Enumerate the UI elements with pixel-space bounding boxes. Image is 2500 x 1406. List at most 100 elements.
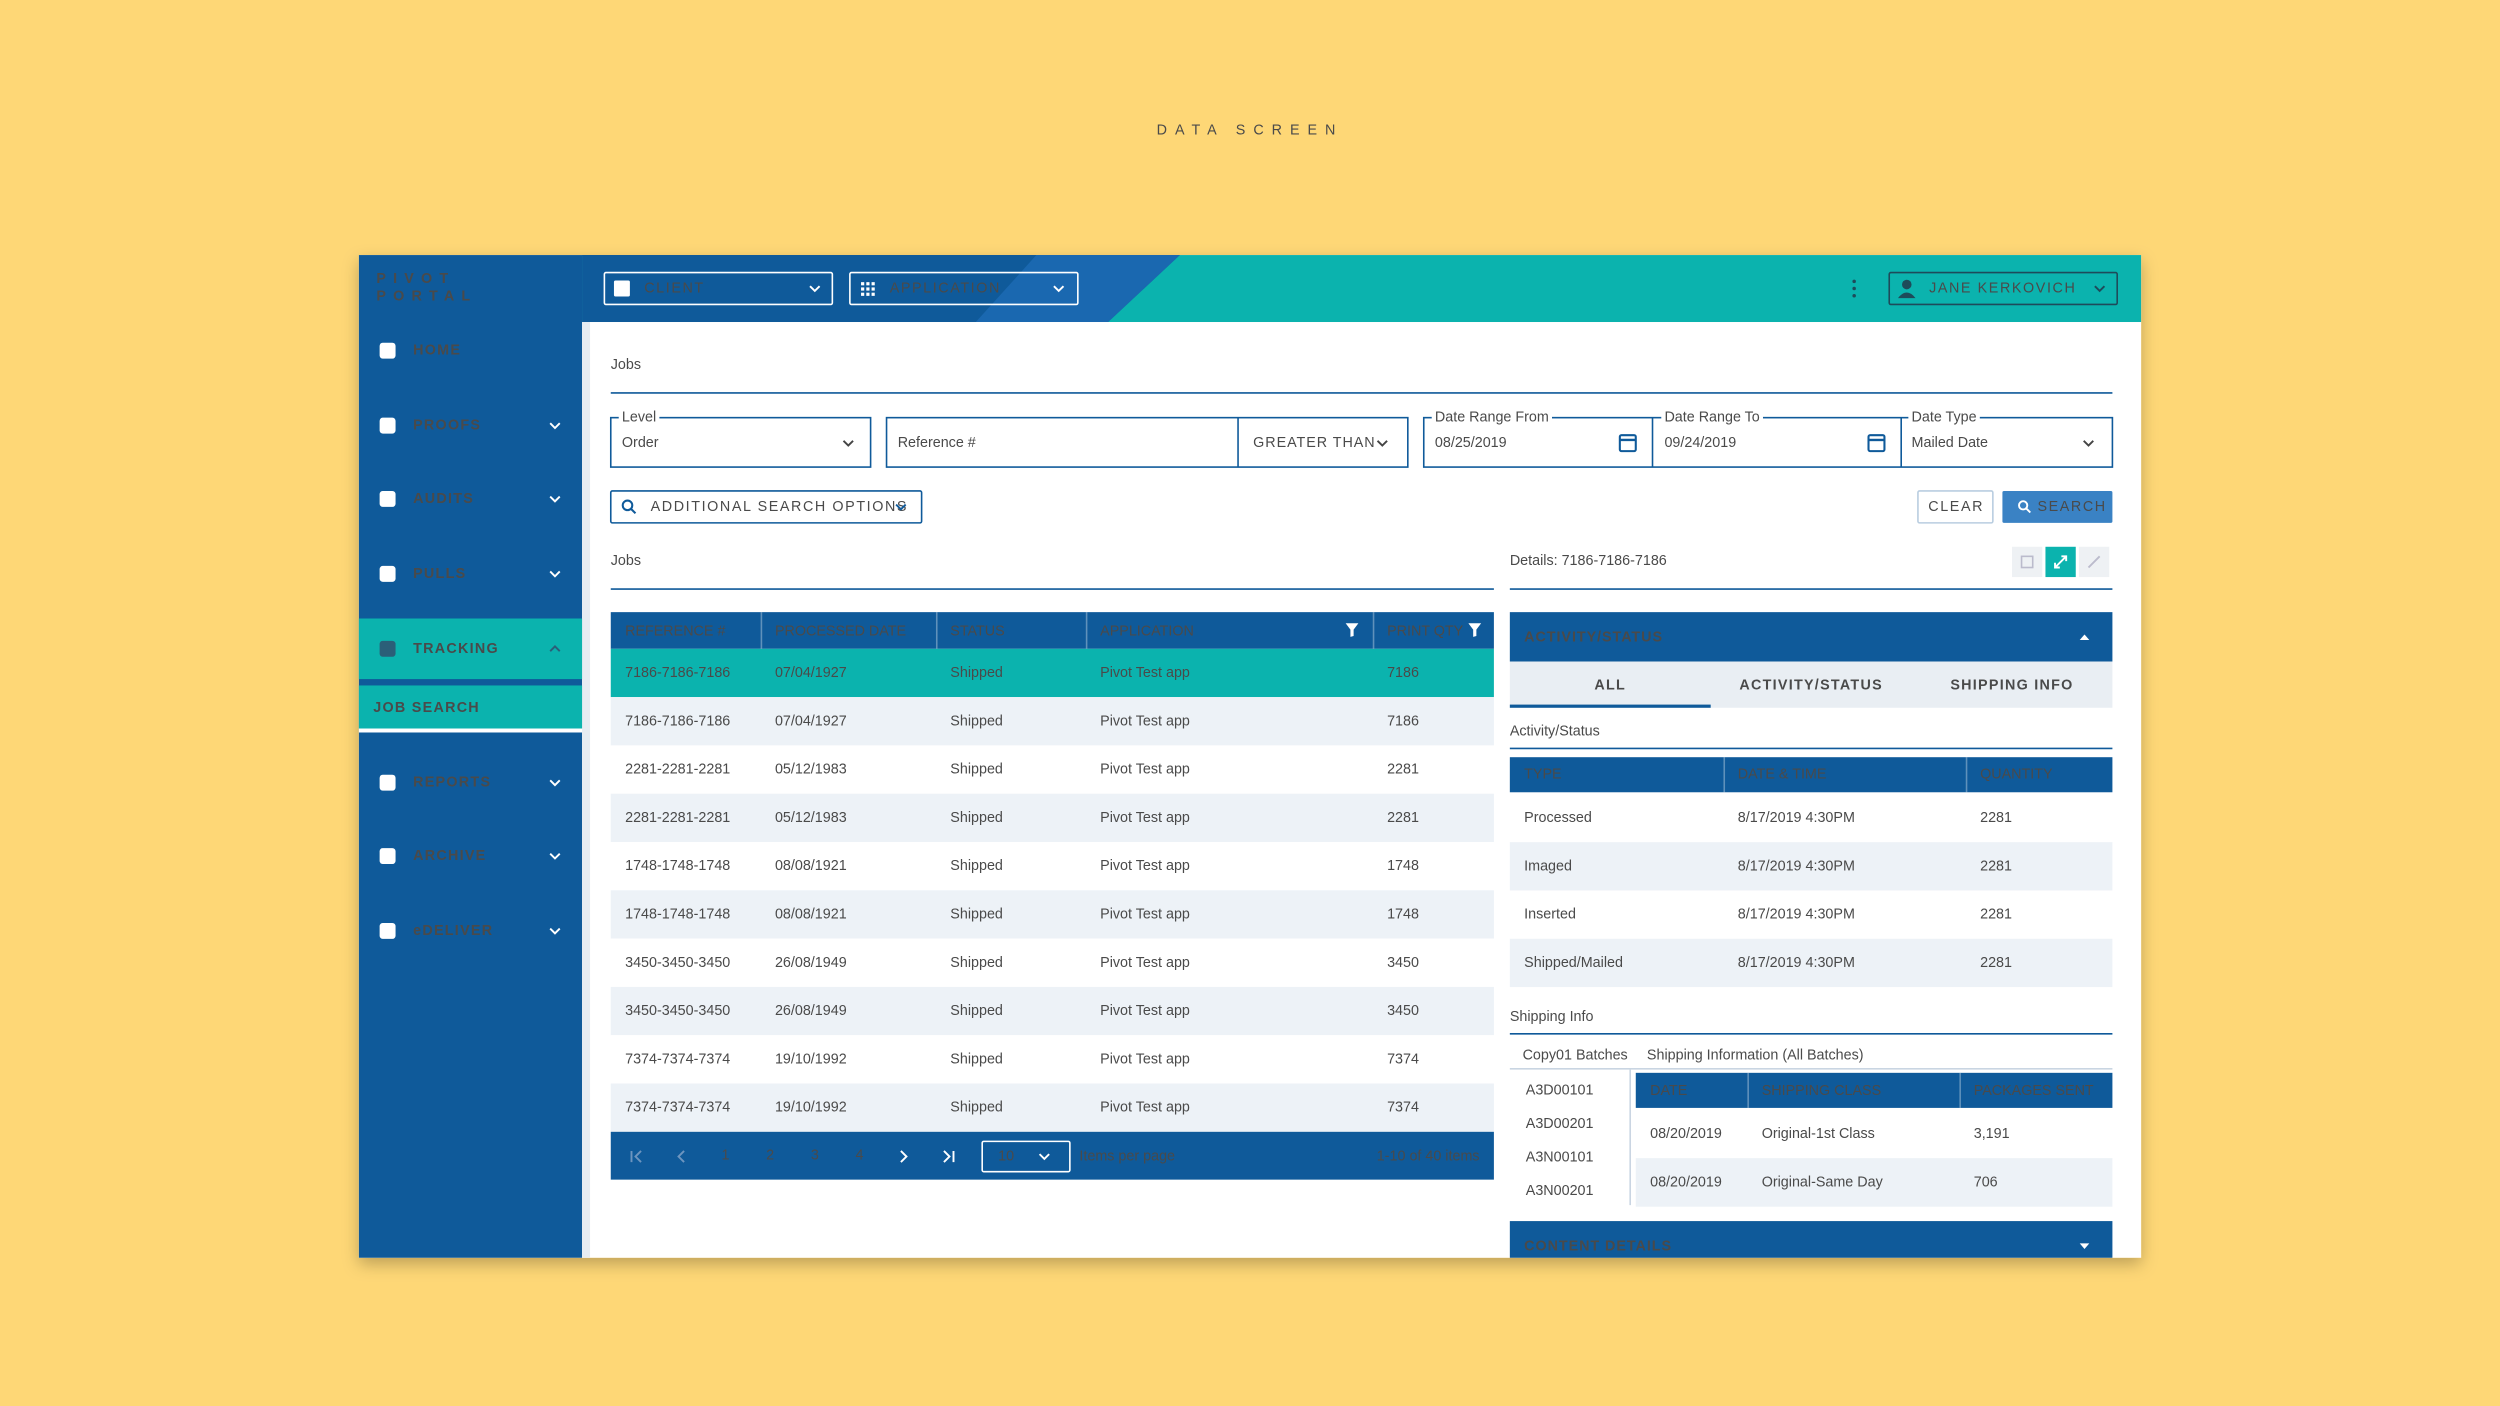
batch[interactable]: A3N00201 <box>1526 1183 1594 1199</box>
search-button[interactable] <box>2002 490 2113 523</box>
additional-options[interactable] <box>609 490 923 524</box>
table-cell[interactable]: 1748-1748-1748 <box>625 858 730 874</box>
table-cell[interactable]: 7374-7374-7374 <box>625 1051 730 1067</box>
table-cell: Shipped/Mailed <box>1524 955 1623 971</box>
nav-item[interactable]: ARCHIVE <box>413 848 486 864</box>
user-select[interactable] <box>1888 271 2118 306</box>
table-cell[interactable]: 7186-7186-7186 <box>625 713 730 729</box>
view-icon <box>2054 555 2068 569</box>
table-row[interactable] <box>610 1083 1494 1132</box>
section-title: Jobs <box>611 553 641 569</box>
table-cell: 05/12/1983 <box>775 762 847 778</box>
reference-field[interactable] <box>885 416 1409 468</box>
nav-item[interactable]: TRACKING <box>413 641 499 657</box>
page-number[interactable]: 3 <box>811 1148 819 1164</box>
chevron <box>549 779 561 787</box>
page-prev[interactable] <box>677 1150 685 1163</box>
table-cell: Pivot Test app <box>1100 906 1190 922</box>
chevron <box>2094 285 2106 293</box>
table-header <box>610 612 1494 649</box>
column-header[interactable]: REFERENCE # <box>625 623 725 639</box>
table-row[interactable] <box>610 842 1494 891</box>
table-row[interactable] <box>610 648 1494 698</box>
tab-underline <box>1509 704 1711 708</box>
additional-label: ADDITIONAL SEARCH OPTIONS <box>651 499 908 515</box>
page-number[interactable]: 1 <box>722 1148 730 1164</box>
nav-item[interactable]: PROOFS <box>413 418 481 434</box>
date-field[interactable] <box>1422 416 2114 468</box>
nav-item[interactable]: REPORTS <box>413 775 491 791</box>
chevron <box>2083 440 2094 447</box>
table-row[interactable] <box>610 938 1494 987</box>
table-row[interactable] <box>610 1035 1494 1084</box>
table-header <box>1635 1072 2113 1108</box>
chevron <box>549 927 561 935</box>
clear-button[interactable] <box>1917 490 1994 524</box>
table-cell: Pivot Test app <box>1100 810 1190 826</box>
table-row[interactable] <box>610 793 1494 843</box>
table-cell: Shipped <box>950 665 1003 681</box>
level-field[interactable] <box>609 416 872 468</box>
nav-item[interactable]: HOME <box>413 343 461 359</box>
table-cell[interactable]: 1748-1748-1748 <box>625 906 730 922</box>
filter-icon[interactable] <box>1345 623 1359 637</box>
tab[interactable]: ACTIVITY/STATUS <box>1739 677 1883 693</box>
page-number[interactable]: 4 <box>855 1148 863 1164</box>
column-header[interactable]: APPLICATION <box>1100 623 1194 639</box>
page-last[interactable] <box>943 1150 955 1163</box>
tab[interactable]: ALL <box>1594 677 1626 693</box>
column-header[interactable]: PROCESSED DATE <box>775 623 906 639</box>
table-cell: Processed <box>1524 810 1592 826</box>
table-row[interactable] <box>610 986 1494 1036</box>
batch[interactable]: A3D00201 <box>1526 1116 1594 1132</box>
table-cell: 2281 <box>1980 858 2012 874</box>
nav-active[interactable] <box>358 618 583 680</box>
table-cell: 08/20/2019 <box>1650 1174 1722 1190</box>
nav-item[interactable]: PULLS <box>413 566 466 582</box>
search-icon <box>2018 500 2029 511</box>
per-page-select[interactable] <box>981 1140 1071 1173</box>
tab[interactable]: SHIPPING INFO <box>1950 677 2073 693</box>
page-number[interactable]: 2 <box>766 1148 774 1164</box>
table-cell: Pivot Test app <box>1100 1100 1190 1116</box>
subnav-bg[interactable] <box>358 685 583 729</box>
section-header[interactable] <box>1509 612 2113 662</box>
app-select[interactable] <box>849 271 1079 306</box>
table-cell: 3450 <box>1387 1003 1419 1019</box>
client-label: CLIENT <box>644 281 705 297</box>
view-button[interactable] <box>2011 546 2043 578</box>
page-next[interactable] <box>900 1150 908 1163</box>
table-cell[interactable]: 3450-3450-3450 <box>625 1003 730 1019</box>
client-select[interactable] <box>603 271 834 306</box>
table-cell: 8/17/2019 4:30PM <box>1738 907 1855 923</box>
table-cell: 1748 <box>1387 858 1419 874</box>
subnav-item[interactable]: JOB SEARCH <box>373 700 480 716</box>
table-cell[interactable]: 7374-7374-7374 <box>625 1100 730 1116</box>
search-icon <box>2025 507 2031 514</box>
section-header[interactable] <box>1509 1221 2113 1258</box>
column-header[interactable]: STATUS <box>950 623 1004 639</box>
column-header[interactable]: PRINT QTY <box>1387 623 1464 639</box>
table-cell[interactable]: 2281-2281-2281 <box>625 810 730 826</box>
batch[interactable]: A3N00101 <box>1526 1149 1594 1165</box>
filter-icon[interactable] <box>1468 623 1482 637</box>
table-row[interactable] <box>610 697 1494 746</box>
user-icon <box>1901 279 1912 290</box>
page-first[interactable] <box>630 1150 642 1163</box>
batch[interactable]: A3D00101 <box>1526 1082 1594 1098</box>
column-header: PACKAGES SENT <box>1974 1083 2094 1099</box>
table-row[interactable] <box>610 890 1494 939</box>
nav-item[interactable]: AUDITS <box>413 491 474 507</box>
table-cell[interactable]: 2281-2281-2281 <box>625 762 730 778</box>
nav-item[interactable]: eDELIVER <box>413 923 493 939</box>
chevron <box>549 645 561 652</box>
table-cell[interactable]: 3450-3450-3450 <box>625 955 730 971</box>
table-row[interactable] <box>610 745 1494 794</box>
table-row <box>1509 890 2113 939</box>
table-cell[interactable]: 7186-7186-7186 <box>625 665 730 681</box>
table-cell: 07/04/1927 <box>775 713 847 729</box>
grid-dot <box>866 287 870 291</box>
label-bg <box>1908 412 1980 423</box>
chevron <box>842 440 854 447</box>
table-cell: Shipped <box>950 1051 1003 1067</box>
